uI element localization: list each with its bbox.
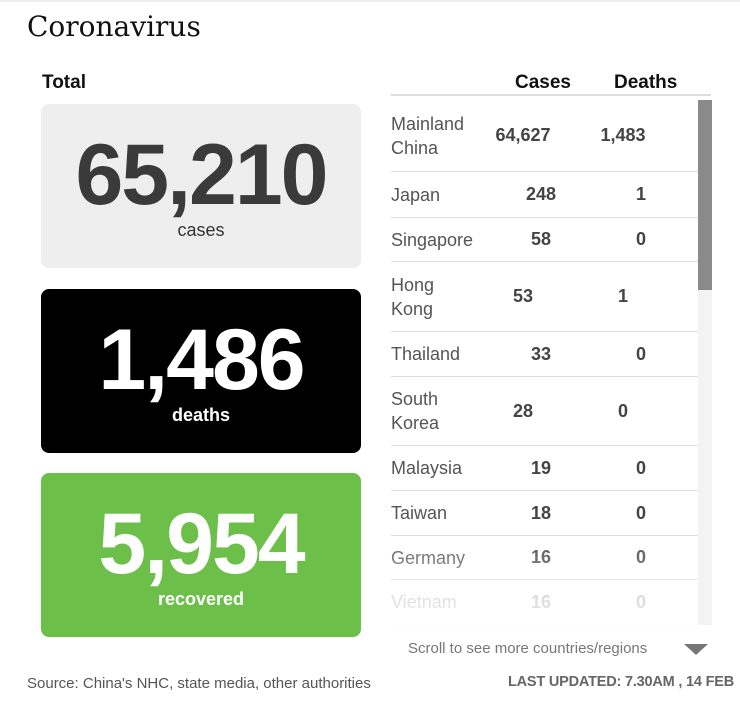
scrollbar-thumb[interactable] [698, 100, 712, 290]
recovered-card: 5,954 recovered [41, 473, 361, 637]
header-cases: Cases [515, 72, 571, 93]
deaths-label: deaths [171, 405, 231, 425]
cases-cell: 33 [530, 343, 552, 364]
source-note: Source: China's NHC, state media, other … [27, 675, 371, 692]
cases-cell: 64,627 [495, 125, 551, 145]
cases-cell: 58 [530, 229, 552, 249]
cases-cell: 248 [525, 184, 557, 204]
deaths-cell: 1,483 [600, 125, 646, 145]
country-name: Vietnam [391, 592, 457, 612]
country-name: Singapore [391, 229, 474, 250]
cases-cell: 53 [512, 286, 534, 306]
table-row: Mainland China 64,627 1,483 [391, 100, 699, 172]
table-row: Japan 248 1 [391, 172, 699, 218]
scroll-hint: Scroll to see more countries/regions [408, 640, 648, 657]
cases-cell: 28 [512, 400, 534, 421]
country-name: Taiwan [391, 503, 448, 523]
table-row: South Korea 28 0 [391, 377, 699, 446]
cases-cell: 18 [530, 502, 552, 523]
country-name: Thailand [391, 344, 461, 364]
deaths-cell: 0 [635, 591, 646, 612]
table-row: Thailand 33 0 [391, 332, 699, 377]
table-row: Germany 16 0 [391, 536, 699, 580]
country-name: Malaysia [391, 458, 463, 478]
table-row: Taiwan 18 0 [391, 491, 699, 536]
country-name: Japan [391, 184, 441, 205]
country-table[interactable]: Mainland China 64,627 1,483 Japan 248 1 Singap… [391, 100, 699, 625]
scroll-down-arrow-icon[interactable] [684, 644, 708, 655]
country-name: South Korea [391, 389, 440, 433]
top-divider [0, 0, 740, 2]
deaths-cell: 0 [635, 457, 646, 478]
deaths-cell: 0 [635, 343, 646, 364]
country-name: Mainland China [391, 113, 465, 158]
country-name: Germany [391, 547, 466, 568]
cases-value: 65,210 [75, 127, 328, 223]
deaths-cell: 1 [617, 286, 628, 306]
total-label: Total [42, 72, 86, 93]
cases-card: 65,210 cases [41, 104, 361, 268]
deaths-cell: 1 [635, 184, 646, 204]
recovered-value: 5,954 [98, 496, 305, 592]
table-row: Vietnam 16 0 [391, 580, 699, 625]
deaths-cell: 0 [635, 229, 646, 249]
cases-cell: 19 [530, 457, 552, 478]
deaths-cell: 0 [617, 400, 628, 421]
cases-cell: 16 [530, 591, 552, 612]
table-row: Singapore 58 0 [391, 218, 699, 262]
cases-cell: 16 [530, 547, 552, 567]
deaths-cell: 0 [635, 502, 646, 523]
recovered-label: recovered [157, 589, 245, 609]
last-updated: LAST UPDATED: 7.30AM , 14 FEB [508, 674, 734, 690]
table-row: Malaysia 19 0 [391, 446, 699, 491]
page-title: Coronavirus [27, 10, 201, 43]
deaths-card: 1,486 deaths [41, 289, 361, 453]
table-row: Hong Kong 53 1 [391, 262, 699, 332]
country-name: Hong Kong [391, 274, 435, 319]
deaths-value: 1,486 [98, 312, 305, 408]
header-deaths: Deaths [614, 72, 678, 93]
table-header: Cases Deaths [391, 72, 711, 96]
cases-label: cases [177, 220, 225, 240]
deaths-cell: 0 [635, 547, 646, 567]
